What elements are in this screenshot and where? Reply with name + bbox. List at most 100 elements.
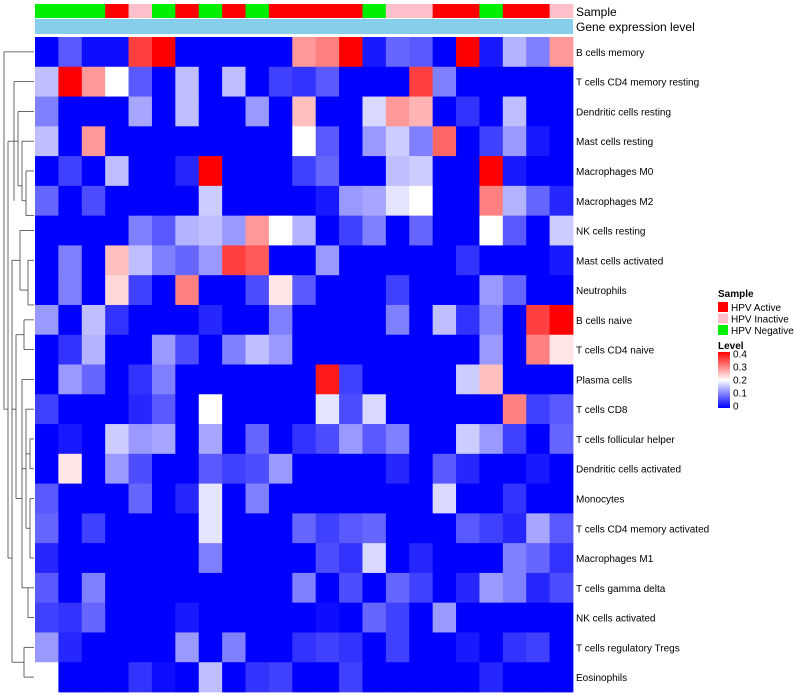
heatmap-cell [35,483,59,514]
row-label: B cells naive [576,316,633,327]
sample-annotation-cell [245,4,270,18]
heatmap-cell [222,513,246,544]
heatmap-cell [549,275,574,306]
heatmap-cell [549,513,574,544]
heatmap-cell [58,543,83,574]
heatmap-cell [268,662,293,693]
heatmap-cell [456,632,480,663]
heatmap-cell [128,245,153,276]
heatmap-cell [292,632,317,663]
heatmap-cell [198,156,223,187]
heatmap-cell [362,513,387,544]
sample-annotation-label: Sample [576,5,617,19]
heatmap-cell [339,662,363,693]
heatmap-cell [409,572,434,604]
heatmap-cell [315,304,340,336]
sample-annotation-cell [222,4,246,18]
heatmap-cell [385,96,410,127]
heatmap-cell [456,394,480,425]
heatmap-cell [105,453,129,484]
heatmap-cell [409,334,434,365]
row-label: Mast cells activated [576,256,663,267]
heatmap-cell [362,96,387,127]
heatmap-cell [339,96,363,127]
heatmap-cell [456,662,480,693]
row-label: Dendritic cells activated [576,465,681,476]
heatmap-cell [35,245,59,276]
heatmap-cell [35,602,59,633]
heatmap-cell [339,394,363,425]
heatmap-cell [549,662,574,693]
heatmap-cell [315,334,340,365]
heatmap-cell [409,66,434,97]
heatmap-cell [385,662,410,693]
heatmap-cell [35,275,59,306]
heatmap-cell [432,394,457,425]
heatmap-cell [81,275,106,306]
heatmap-cell [479,394,504,425]
heatmap-cell [35,453,59,484]
heatmap-cell [526,513,551,544]
heatmap-cell [549,37,574,68]
heatmap-cell [198,364,223,395]
heatmap-cell [479,543,504,574]
heatmap-cell [339,37,363,68]
heatmap-cell [268,334,293,365]
heatmap-cell [198,513,223,544]
heatmap-cell [35,215,59,246]
heatmap-cell [339,334,363,365]
heatmap-cell [198,215,223,246]
heatmap-cell [526,602,551,633]
heatmap-cell [339,483,363,514]
heatmap-cell [81,572,106,604]
heatmap-cell [151,304,176,336]
heatmap-cell [151,275,176,306]
heatmap-cell [105,37,129,68]
heatmap-cell [105,304,129,336]
heatmap-cell [222,215,246,246]
heatmap-cell [58,453,83,484]
heatmap-cell [151,245,176,276]
heatmap-cell [409,632,434,663]
heatmap-cell [315,245,340,276]
heatmap-cell [502,632,527,663]
row-label: Mast cells resting [576,137,653,148]
heatmap-cell [456,156,480,187]
heatmap-cell [151,364,176,395]
heatmap-cell [81,543,106,574]
heatmap-cell [128,632,153,663]
row-label: NK cells activated [576,614,655,625]
heatmap-cell [175,572,200,604]
heatmap-cell [339,156,363,187]
heatmap-cell [292,215,317,246]
heatmap-cell [456,424,480,455]
heatmap-cell [268,275,293,306]
heatmap-cell [339,602,363,633]
heatmap-cell [526,215,551,246]
heatmap-cell [479,572,504,604]
heatmap-cell [339,126,363,157]
heatmap-cell [409,513,434,544]
heatmap-cell [432,513,457,544]
heatmap-cell [175,215,200,246]
heatmap-cell [315,156,340,187]
sample-legend-label: HPV Negative [731,326,794,337]
heatmap-cell [362,364,387,395]
heatmap-cell [58,364,83,395]
heatmap-cell [292,334,317,365]
heatmap-cell [245,304,270,336]
heatmap-cell [385,185,410,217]
heatmap-cell [105,662,129,693]
sample-annotation-cell [409,4,434,18]
heatmap-cell [81,96,106,127]
heatmap-cell [409,543,434,574]
heatmap-cell [409,483,434,514]
heatmap-cell [245,334,270,365]
heatmap-cell [456,275,480,306]
heatmap-cell [105,126,129,157]
heatmap-cell [456,66,480,97]
level-legend-gradient [718,352,730,408]
heatmap-cell [198,126,223,157]
heatmap-cell [175,245,200,276]
